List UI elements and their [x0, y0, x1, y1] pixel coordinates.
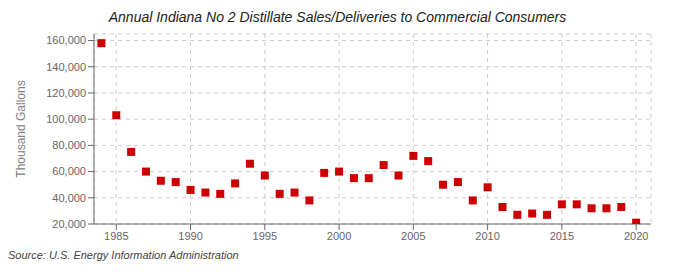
svg-text:Thousand Gallons: Thousand Gallons [14, 80, 28, 177]
svg-text:160,000: 160,000 [46, 34, 86, 46]
svg-text:140,000: 140,000 [46, 61, 86, 73]
svg-text:2010: 2010 [475, 230, 499, 242]
svg-text:2020: 2020 [624, 230, 648, 242]
svg-text:1990: 1990 [178, 230, 202, 242]
html-text:Source: U.S. Energy Informatio: Source: U.S. Energy Information Administ… [8, 249, 239, 261]
svg-text:1985: 1985 [104, 230, 128, 242]
svg-text:80,000: 80,000 [52, 139, 86, 151]
svg-text:20,000: 20,000 [52, 218, 86, 230]
svg-text:2015: 2015 [550, 230, 574, 242]
svg-text:100,000: 100,000 [46, 113, 86, 125]
svg-text:40,000: 40,000 [52, 192, 86, 204]
svg-text:60,000: 60,000 [52, 165, 86, 177]
svg-text:2000: 2000 [327, 230, 351, 242]
svg-text:2005: 2005 [401, 230, 425, 242]
svg-text:120,000: 120,000 [46, 87, 86, 99]
html-text:Annual Indiana No 2 Distillate: Annual Indiana No 2 Distillate Sales/Del… [108, 9, 567, 25]
svg-text:1995: 1995 [253, 230, 277, 242]
